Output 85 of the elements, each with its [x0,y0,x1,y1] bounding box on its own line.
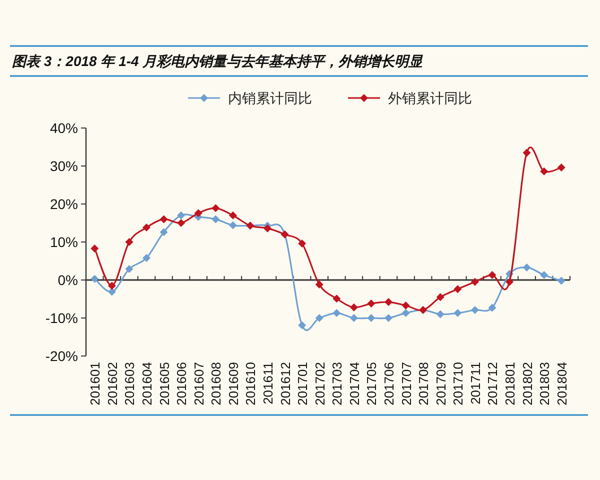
point [540,167,548,176]
point [522,148,531,157]
point [142,254,150,262]
x-tick-label: 201802 [520,362,535,406]
point [436,293,444,302]
y-tick-label: 0% [58,272,78,288]
x-tick-label: 201604 [140,362,154,406]
point [488,304,496,312]
legend-label: 外销累计同比 [388,90,472,106]
point [488,271,496,280]
point [436,310,444,318]
x-tick-label: 201606 [174,362,190,406]
point [332,294,341,303]
chart-title: 图表 3：2018 年 1-4 月彩电内销量与去年基本持平，外销增长明显 [12,53,424,69]
x-tick-label: 201708 [416,362,432,406]
x-tick-label: 201701 [295,362,310,406]
x-tick-label: 201609 [226,362,241,406]
point [90,244,99,252]
x-tick-label: 201601 [88,362,103,406]
x-tick-label: 201712 [485,362,500,406]
point [384,298,392,306]
point [540,271,548,280]
x-tick-label: 201704 [346,362,362,406]
x-tick-label: 201607 [191,362,206,406]
point [177,211,186,220]
point [108,288,116,296]
point [506,278,514,286]
x-tick-label: 201711 [468,362,483,404]
point [522,263,531,272]
point [332,309,341,318]
x-tick-label: 201703 [330,362,345,406]
point [228,221,237,230]
point [298,321,306,330]
point [315,280,324,289]
point [160,215,168,224]
point [108,282,116,290]
y-tick-label: 30% [50,158,78,174]
x-tick-label: 201610 [243,362,258,406]
x-tick-label: 201705 [364,362,380,406]
point [557,276,566,285]
legend-label: 内销累计同比 [228,90,312,106]
y-tick-label: -10% [45,310,78,326]
x-tick-label: 201611 [260,362,276,404]
point [402,309,410,318]
point [177,219,186,227]
point [557,164,566,172]
point [212,204,220,212]
point [454,309,462,318]
point [350,314,358,322]
y-tick-label: 40% [50,120,78,136]
point [454,285,462,294]
x-tick-label: 201707 [398,362,414,406]
point [160,228,168,236]
x-tick-label: 201803 [537,362,552,406]
point [264,224,272,232]
point [90,274,99,283]
point [367,314,376,322]
point [367,300,376,308]
y-tick-label: 10% [50,234,78,250]
x-tick-label: 201709 [433,362,448,406]
point [125,238,134,246]
x-tick-label: 201710 [450,362,466,406]
x-tick-label: 201605 [156,362,172,406]
x-tick-label: 201612 [278,362,293,406]
point [228,211,237,220]
point [212,215,220,224]
point [384,314,392,322]
point [194,209,202,218]
point [142,224,150,232]
point [470,306,479,314]
x-tick-label: 201801 [502,362,518,406]
point [125,264,134,273]
x-tick-label: 201706 [382,362,396,406]
x-tick-label: 201603 [122,362,138,406]
y-tick-label: -20% [45,348,78,364]
point [402,301,410,310]
point [470,278,479,286]
x-tick-label: 201702 [312,362,328,406]
x-tick-label: 201602 [104,362,120,406]
point [315,314,324,322]
y-tick-label: 20% [50,196,78,212]
x-tick-label: 201804 [554,362,570,406]
point [350,303,358,312]
x-tick-label: 201608 [208,362,224,406]
point [298,240,306,248]
